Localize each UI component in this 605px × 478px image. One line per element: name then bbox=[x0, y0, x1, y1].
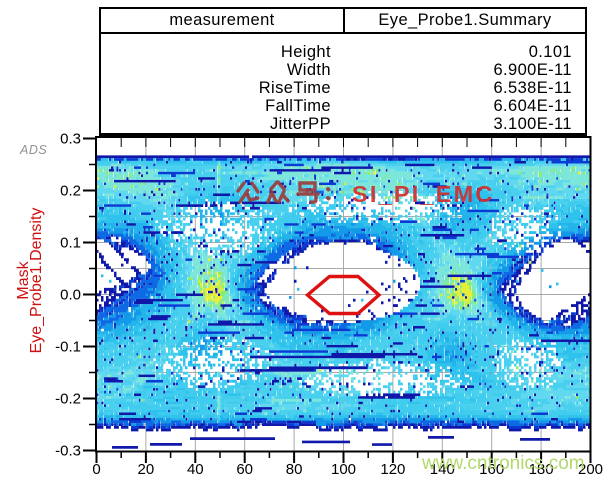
svg-text:Mask: Mask bbox=[15, 260, 32, 299]
svg-text:60: 60 bbox=[236, 461, 253, 478]
svg-text:-0.3: -0.3 bbox=[55, 443, 81, 460]
svg-text:www.cntronics.com: www.cntronics.com bbox=[421, 453, 585, 474]
svg-text:Eye_Probe1.Density: Eye_Probe1.Density bbox=[28, 208, 45, 354]
svg-text:140: 140 bbox=[430, 461, 455, 478]
svg-text:120: 120 bbox=[380, 461, 405, 478]
svg-text:ADS: ADS bbox=[19, 143, 47, 157]
svg-text:100: 100 bbox=[331, 461, 356, 478]
svg-text:SI_PI_EMC: SI_PI_EMC bbox=[352, 181, 495, 207]
svg-text:20: 20 bbox=[138, 461, 155, 478]
svg-text:0.3: 0.3 bbox=[60, 131, 81, 148]
svg-text:160: 160 bbox=[479, 461, 504, 478]
svg-text:0: 0 bbox=[92, 461, 100, 478]
svg-text:40: 40 bbox=[187, 461, 204, 478]
svg-text:0.1: 0.1 bbox=[60, 235, 81, 252]
svg-text:80: 80 bbox=[286, 461, 303, 478]
svg-text:200: 200 bbox=[578, 461, 603, 478]
svg-text:-0.2: -0.2 bbox=[55, 391, 81, 408]
svg-text:-0.1: -0.1 bbox=[55, 339, 81, 356]
svg-text:180: 180 bbox=[529, 461, 554, 478]
svg-text:0.0: 0.0 bbox=[60, 287, 81, 304]
svg-text:0.2: 0.2 bbox=[60, 183, 81, 200]
